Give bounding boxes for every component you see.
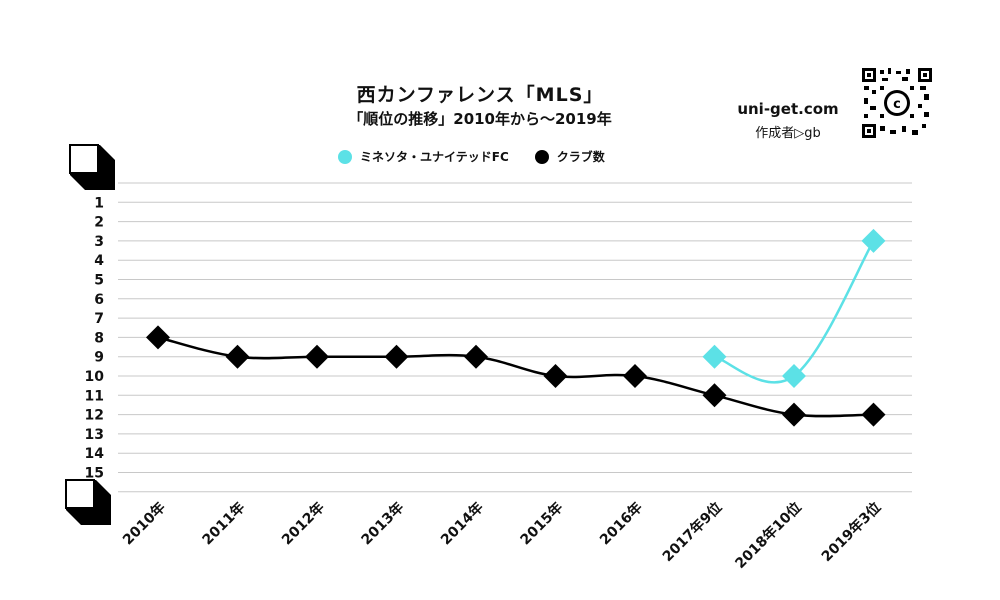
data-point-clubs bbox=[225, 344, 250, 369]
data-point-clubs bbox=[464, 344, 488, 369]
y-tick-label: 9 bbox=[94, 350, 104, 366]
data-point-minnesota bbox=[782, 364, 806, 388]
legend-label-minnesota: ミネソタ・ユナイテッドFC bbox=[360, 150, 509, 164]
x-tick-label: 2011年 bbox=[199, 499, 248, 548]
data-point-minnesota bbox=[861, 228, 886, 253]
author-credit: 作成者▷gb bbox=[755, 126, 821, 141]
data-point-clubs bbox=[702, 383, 727, 408]
x-tick-label: 2018年10位 bbox=[732, 499, 805, 572]
y-tick-label: 5 bbox=[94, 273, 104, 289]
data-point-minnesota bbox=[702, 344, 727, 369]
legend-label-clubs: クラブ数 bbox=[556, 150, 605, 164]
legend: ミネソタ・ユナイテッドFC クラブ数 bbox=[338, 148, 631, 165]
x-tick-label: 2013年 bbox=[358, 499, 407, 548]
y-tick-label: 14 bbox=[85, 446, 105, 462]
y-tick-label: 10 bbox=[85, 369, 105, 385]
data-point-clubs bbox=[623, 364, 647, 388]
data-point-clubs bbox=[782, 402, 806, 427]
site-name: uni-get.com bbox=[737, 100, 839, 118]
y-tick-label: 13 bbox=[85, 427, 104, 443]
data-point-clubs bbox=[543, 364, 568, 388]
x-tick-label: 2016年 bbox=[596, 499, 645, 548]
y-tick-label: 1 bbox=[94, 195, 104, 211]
x-tick-label: 2017年9位 bbox=[659, 499, 725, 565]
x-tick-label: 2010年 bbox=[119, 499, 168, 548]
legend-swatch-minnesota bbox=[338, 149, 352, 164]
data-point-clubs bbox=[861, 402, 886, 427]
data-point-clubs bbox=[146, 325, 170, 350]
y-tick-label: 7 bbox=[94, 311, 104, 327]
y-tick-label: 6 bbox=[94, 292, 104, 308]
legend-item-clubs: クラブ数 bbox=[534, 148, 605, 165]
y-tick-label: 8 bbox=[94, 330, 104, 346]
svg-text:c: c bbox=[893, 97, 901, 112]
chart-title: 西カンファレンス「MLS」 bbox=[356, 84, 604, 106]
chart-subtitle: 「順位の推移」2010年から～2019年 bbox=[348, 110, 612, 128]
corner-block-bottom bbox=[65, 479, 111, 525]
y-tick-label: 3 bbox=[94, 234, 104, 250]
series-line-minnesota bbox=[714, 240, 875, 384]
data-point-clubs bbox=[305, 344, 329, 369]
y-tick-label: 15 bbox=[85, 466, 104, 482]
corner-block-top bbox=[69, 144, 115, 190]
x-tick-label: 2015年 bbox=[517, 499, 566, 548]
x-tick-label: 2014年 bbox=[437, 499, 486, 548]
legend-item-minnesota: ミネソタ・ユナイテッドFC bbox=[338, 148, 509, 165]
y-tick-label: 12 bbox=[85, 408, 104, 424]
x-tick-label: 2012年 bbox=[278, 499, 327, 548]
y-tick-label: 4 bbox=[94, 253, 104, 269]
legend-swatch-clubs bbox=[534, 149, 549, 164]
y-tick-label: 2 bbox=[94, 215, 104, 231]
y-tick-label: 11 bbox=[85, 388, 104, 404]
series-line-clubs bbox=[157, 336, 874, 418]
qr-code-logo: c bbox=[862, 68, 932, 138]
data-point-clubs bbox=[384, 344, 409, 369]
x-tick-label: 2019年3位 bbox=[818, 499, 884, 565]
